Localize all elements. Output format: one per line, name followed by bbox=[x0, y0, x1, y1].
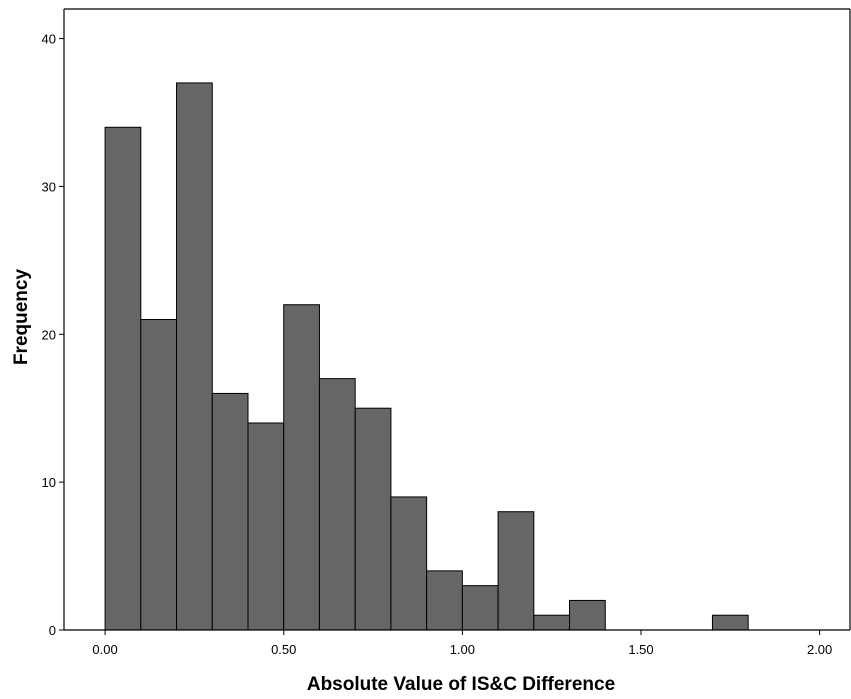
histogram-bar-9 bbox=[426, 570, 463, 631]
x-tick-label: 0.00 bbox=[92, 642, 117, 657]
histogram-bar-7 bbox=[354, 407, 392, 631]
histogram-bar-6 bbox=[318, 378, 356, 631]
histogram-bar-12 bbox=[533, 614, 571, 631]
histogram-bar-11 bbox=[497, 511, 535, 631]
histogram-bar-4 bbox=[247, 422, 285, 631]
histogram-bar-5 bbox=[283, 304, 320, 631]
histogram-bar-1 bbox=[140, 319, 178, 631]
histogram-bar-2 bbox=[176, 82, 213, 631]
histogram-bar-8 bbox=[390, 496, 428, 631]
x-tick-label: 1.50 bbox=[628, 642, 653, 657]
histogram-bar-10 bbox=[461, 585, 499, 631]
y-tick-label: 40 bbox=[42, 32, 56, 47]
x-tick-label: 1.00 bbox=[450, 642, 475, 657]
y-tick-label: 20 bbox=[42, 327, 56, 342]
y-axis-ticks: 0 10 20 30 40 bbox=[42, 32, 64, 638]
plot-frame bbox=[63, 8, 851, 631]
x-axis-title: Absolute Value of IS&C Difference bbox=[307, 674, 615, 694]
x-axis-ticks: 0.00 0.50 1.00 1.50 2.00 bbox=[92, 630, 832, 657]
histogram-bar-0 bbox=[104, 126, 142, 631]
y-tick-label: 10 bbox=[42, 475, 56, 490]
x-tick-label: 0.50 bbox=[271, 642, 296, 657]
y-tick-label: 0 bbox=[49, 623, 56, 638]
histogram-bar-3 bbox=[211, 392, 249, 631]
y-tick-label: 30 bbox=[42, 179, 56, 194]
histogram-bar-13 bbox=[569, 599, 606, 631]
histogram-bar-14 bbox=[711, 614, 749, 631]
y-axis-title: Frequency bbox=[11, 269, 32, 366]
x-tick-label: 2.00 bbox=[807, 642, 832, 657]
bars-layer bbox=[104, 82, 749, 631]
